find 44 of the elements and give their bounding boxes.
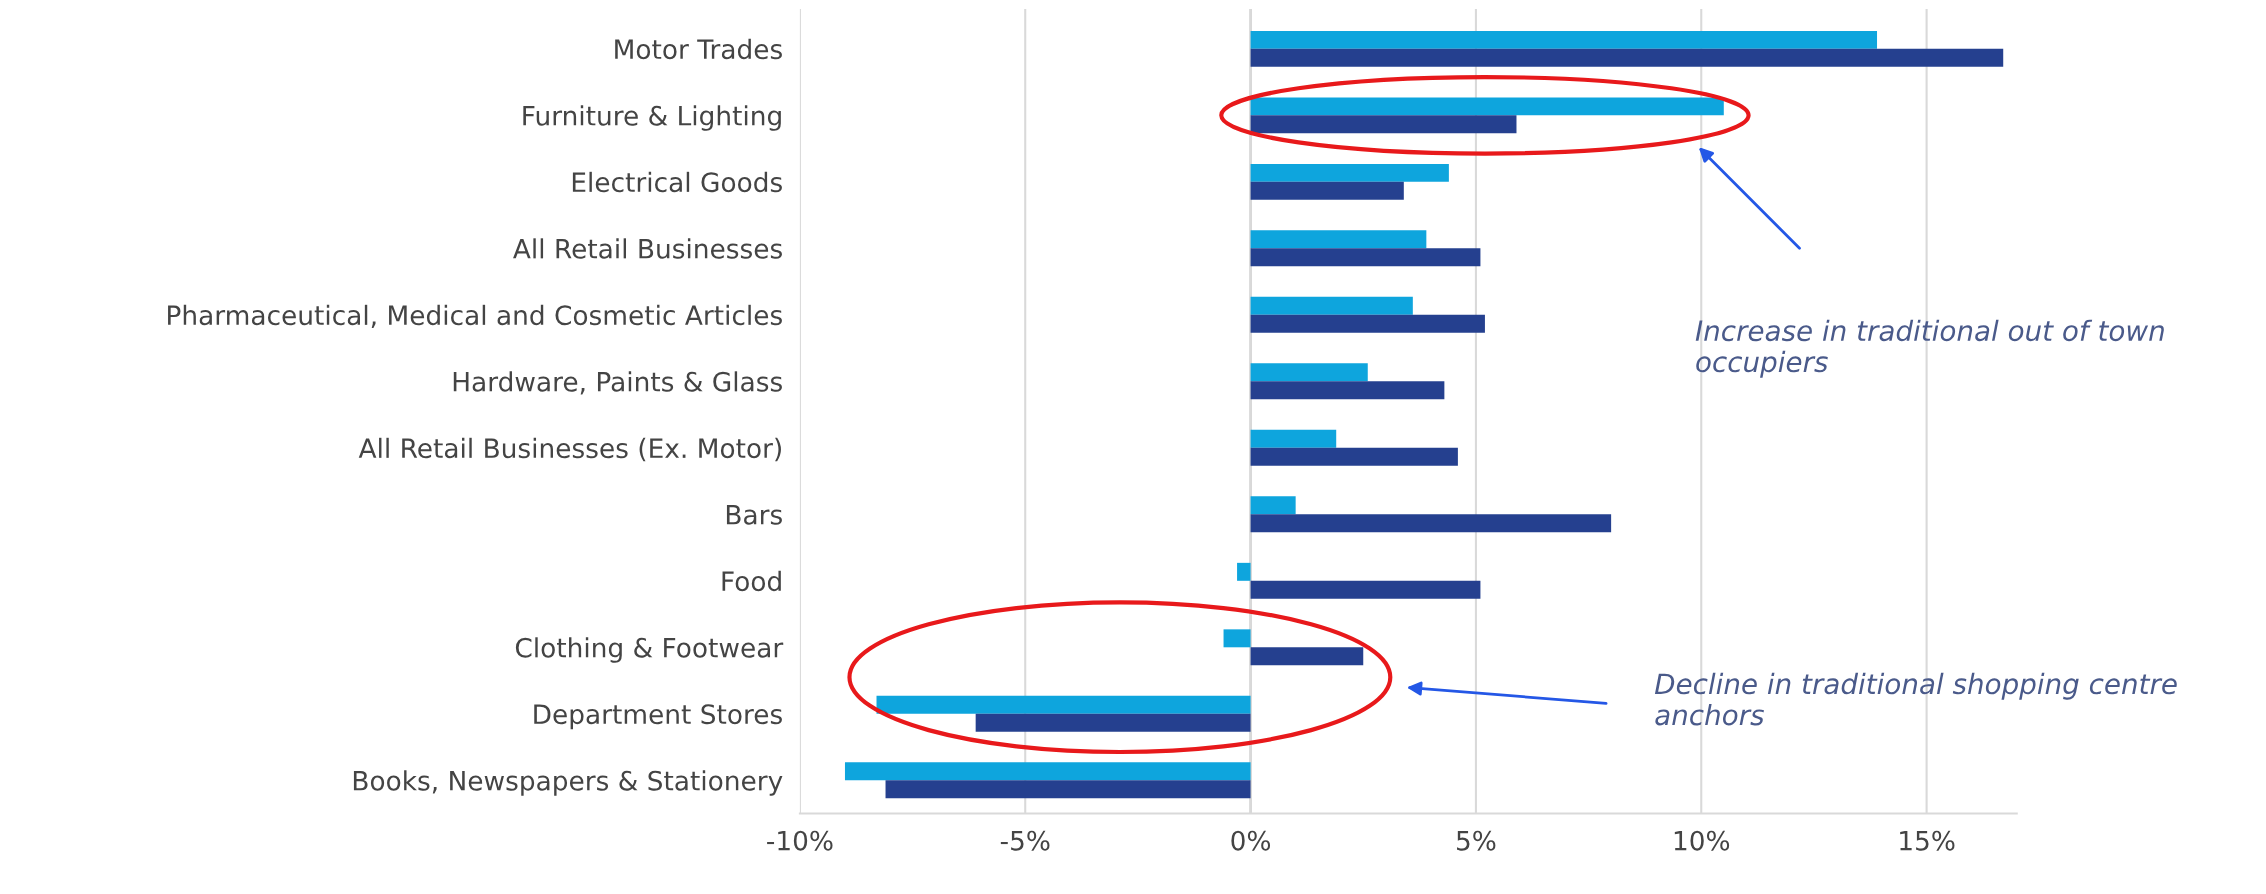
bar [1250, 30, 1878, 49]
x-tick-label: 15% [1900, 830, 1955, 851]
bar [876, 695, 1251, 714]
bar [1250, 381, 1445, 400]
bar [975, 713, 1251, 732]
bar [885, 780, 1251, 799]
y-tick-label: All Retail Businesses [513, 238, 782, 259]
bar [1250, 496, 1296, 515]
y-tick-label: All Retail Businesses (Ex. Motor) [358, 437, 781, 462]
bar [1250, 248, 1481, 267]
x-tick-label: -5% [1000, 830, 1050, 851]
bar [1250, 647, 1364, 666]
bar [1250, 296, 1413, 315]
y-tick-label: Motor Trades [615, 38, 782, 60]
y-tick-label: Furniture & Lighting [523, 105, 781, 131]
y-tick-label: Hardware, Paints & Glass [453, 371, 782, 395]
y-tick-label: Pharmaceutical, Medical and Cosmetic Articles [168, 304, 782, 328]
bar [1237, 562, 1251, 581]
bar [1250, 363, 1368, 382]
y-tick-label: Bars [726, 505, 782, 525]
bar [1250, 115, 1517, 134]
bar [1250, 230, 1427, 249]
bar [1250, 514, 1612, 533]
bar [1223, 629, 1251, 648]
bar [1250, 580, 1481, 599]
x-tick-label: 0% [1231, 830, 1271, 851]
y-tick-label: Clothing & Footwear [515, 637, 784, 663]
y-tick-label: Electrical Goods [572, 171, 782, 193]
bar [1250, 163, 1449, 182]
x-tick-label: 10% [1674, 830, 1730, 851]
bar [844, 762, 1251, 781]
bar [1250, 447, 1458, 466]
annotation: Decline in traditional shopping centre anchors [1654, 672, 2177, 726]
annotation: Increase in traditional out of town occupiers [1695, 319, 2164, 378]
bar [1250, 48, 2004, 67]
y-tick-label: Department Stores [534, 704, 782, 730]
y-tick-label: Food [722, 570, 781, 592]
bar [1250, 181, 1404, 200]
bar [1250, 97, 1724, 116]
bar [1250, 314, 1485, 333]
x-tick-label: 5% [1457, 830, 1496, 851]
x-tick-label: -10% [767, 830, 833, 851]
y-tick-label: Books, Newspapers & Stationery [353, 770, 783, 796]
bar [1250, 429, 1337, 448]
